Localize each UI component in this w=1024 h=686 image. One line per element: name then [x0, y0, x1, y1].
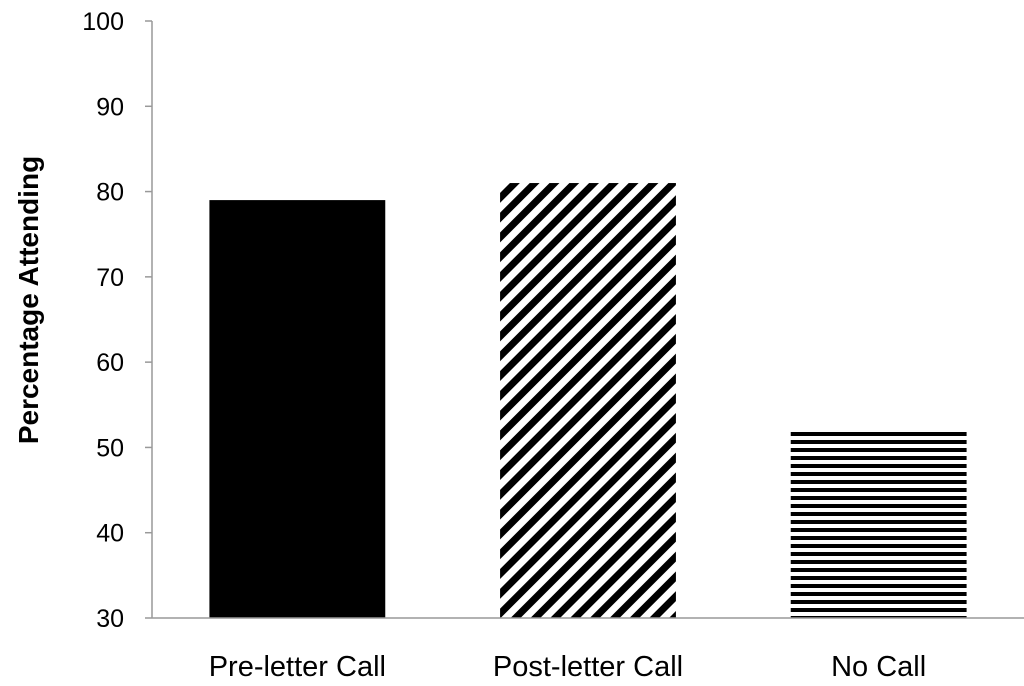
- x-tick-label: Pre-letter Call: [209, 651, 386, 683]
- x-tick-label: Post-letter Call: [493, 651, 683, 683]
- y-axis: 30 40 50 60 70 80 90 100: [82, 8, 153, 633]
- y-axis-title: Percentage Attending: [13, 156, 44, 444]
- y-tick-label: 100: [82, 8, 124, 36]
- x-axis: Pre-letter Call Post-letter Call No Call: [152, 617, 1024, 683]
- bar-3: [790, 430, 967, 618]
- y-tick-label: 80: [96, 179, 124, 207]
- bar-2: [500, 183, 676, 619]
- y-tick-label: 30: [96, 605, 124, 633]
- bar-1: [209, 200, 386, 618]
- y-tick-label: 70: [96, 264, 124, 292]
- y-tick-label: 90: [96, 93, 124, 121]
- x-tick-label: No Call: [831, 651, 926, 683]
- bars: [209, 183, 967, 619]
- y-tick-label: 60: [96, 349, 124, 377]
- y-tick-label: 40: [96, 520, 124, 548]
- y-tick-label: 50: [96, 434, 124, 462]
